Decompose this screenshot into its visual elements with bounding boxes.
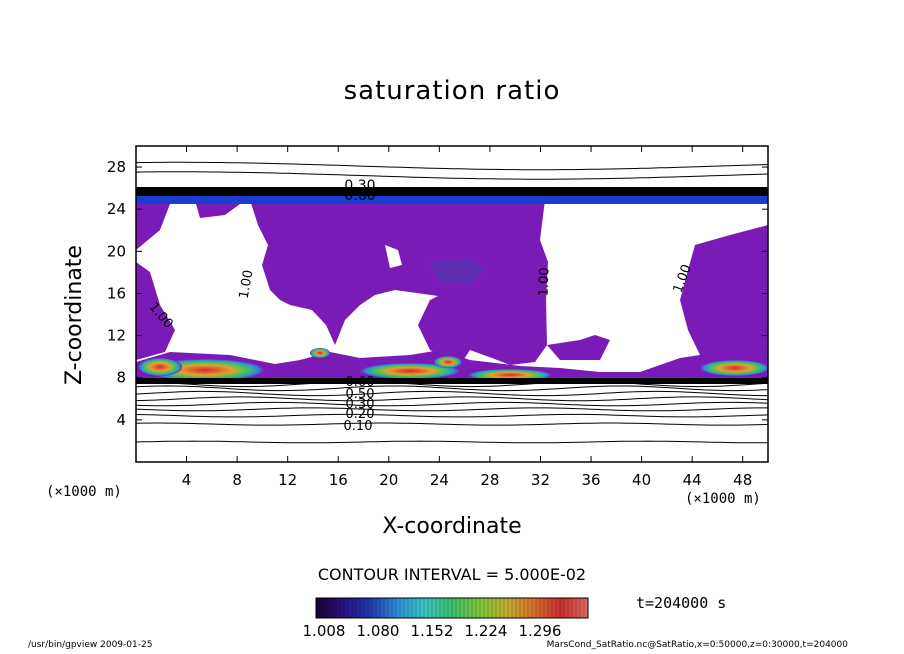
hot-cell [138, 358, 182, 376]
hot-cell [310, 348, 330, 358]
cloud-gap [385, 245, 402, 268]
contour-line [136, 171, 768, 180]
contour-line [136, 161, 768, 171]
contour-line [136, 390, 768, 397]
cloud-region [136, 204, 170, 250]
time-label: t=204000 s [636, 594, 727, 612]
x-tick-label: 44 [683, 471, 702, 489]
chart-title: saturation ratio [343, 76, 561, 106]
contour-label: 0.20 [346, 407, 375, 422]
contour-label: 0.60 [346, 375, 375, 390]
x-axis-label: X-coordinate [382, 514, 522, 539]
plot-area [136, 161, 768, 444]
x-unit-right: (×1000 m) [685, 491, 761, 507]
x-tick-label: 8 [232, 471, 242, 489]
x-tick-label: 28 [480, 471, 499, 489]
contour-label: 0.10 [344, 419, 373, 434]
y-tick-label: 24 [107, 200, 126, 218]
lower-dense-contours [136, 378, 768, 384]
x-axis: 4 8 12 16 20 24 28 32 36 40 44 48 [182, 146, 752, 489]
contour-line [136, 413, 768, 418]
colorbar-tick-label: 1.296 [519, 622, 562, 640]
colorbar: 1.008 1.080 1.152 1.224 1.296 [303, 597, 589, 640]
contour-label: 0.50 [346, 387, 375, 402]
hot-cell [700, 360, 768, 376]
contour-label: 0.60 [344, 188, 375, 204]
x-tick-label: 32 [531, 471, 550, 489]
x-tick-label: 36 [581, 471, 600, 489]
contour-line [136, 422, 768, 426]
contour-line [136, 440, 768, 444]
contour-line [136, 380, 768, 388]
contour-line [136, 187, 768, 190]
y-axis: 4 8 12 16 20 24 28 [107, 158, 768, 429]
x-tick-label: 20 [379, 471, 398, 489]
colorbar-tick-label: 1.080 [357, 622, 400, 640]
y-tick-label: 20 [107, 242, 126, 260]
cloud-core [430, 258, 485, 285]
x-tick-label: 4 [182, 471, 192, 489]
upper-band [136, 196, 768, 204]
contour-line [136, 407, 768, 412]
x-tick-label: 16 [329, 471, 348, 489]
y-tick-label: 8 [116, 369, 126, 387]
contour-line [136, 401, 768, 407]
colorbar-tick-label: 1.224 [465, 622, 508, 640]
hot-cell [434, 356, 462, 368]
contour-label: 1.00 [237, 269, 257, 300]
colorbar-tick-label: 1.152 [411, 622, 454, 640]
contour-interval: CONTOUR INTERVAL = 5.000E-02 [317, 565, 587, 584]
lower-contours [136, 380, 768, 444]
colorbar-tick-label: 1.008 [303, 622, 346, 640]
cloud-region [136, 262, 175, 360]
contour-label: 1.00 [537, 267, 553, 296]
x-tick-label: 40 [632, 471, 651, 489]
y-tick-label: 28 [107, 158, 126, 176]
y-tick-label: 4 [116, 411, 126, 429]
x-tick-label: 24 [430, 471, 449, 489]
contour-line [136, 396, 768, 402]
cloud-region [250, 200, 548, 365]
cloud-region [680, 225, 768, 360]
x-tick-label: 12 [278, 471, 297, 489]
y-tick-label: 12 [107, 327, 126, 345]
hot-cell [360, 363, 460, 379]
y-tick-label: 16 [107, 284, 126, 302]
contour-label: 0.30 [346, 397, 375, 412]
upper-dense-contours [136, 187, 768, 196]
x-unit-left: (×1000 m) [46, 484, 122, 500]
cloud-region [196, 204, 240, 218]
cloud-region [547, 335, 610, 360]
x-tick-label: 48 [733, 471, 752, 489]
upper-contours [136, 161, 768, 195]
contour-label: 0.30 [344, 178, 375, 194]
plot-frame [135, 145, 769, 463]
contour-line [136, 192, 768, 195]
footer-source: MarsCond_SatRatio.nc@SatRatio,x=0:50000,… [546, 640, 848, 650]
footer-command: /usr/bin/gpview 2009-01-25 [28, 640, 153, 650]
cloud-region [395, 204, 430, 214]
contour-line [136, 385, 768, 392]
